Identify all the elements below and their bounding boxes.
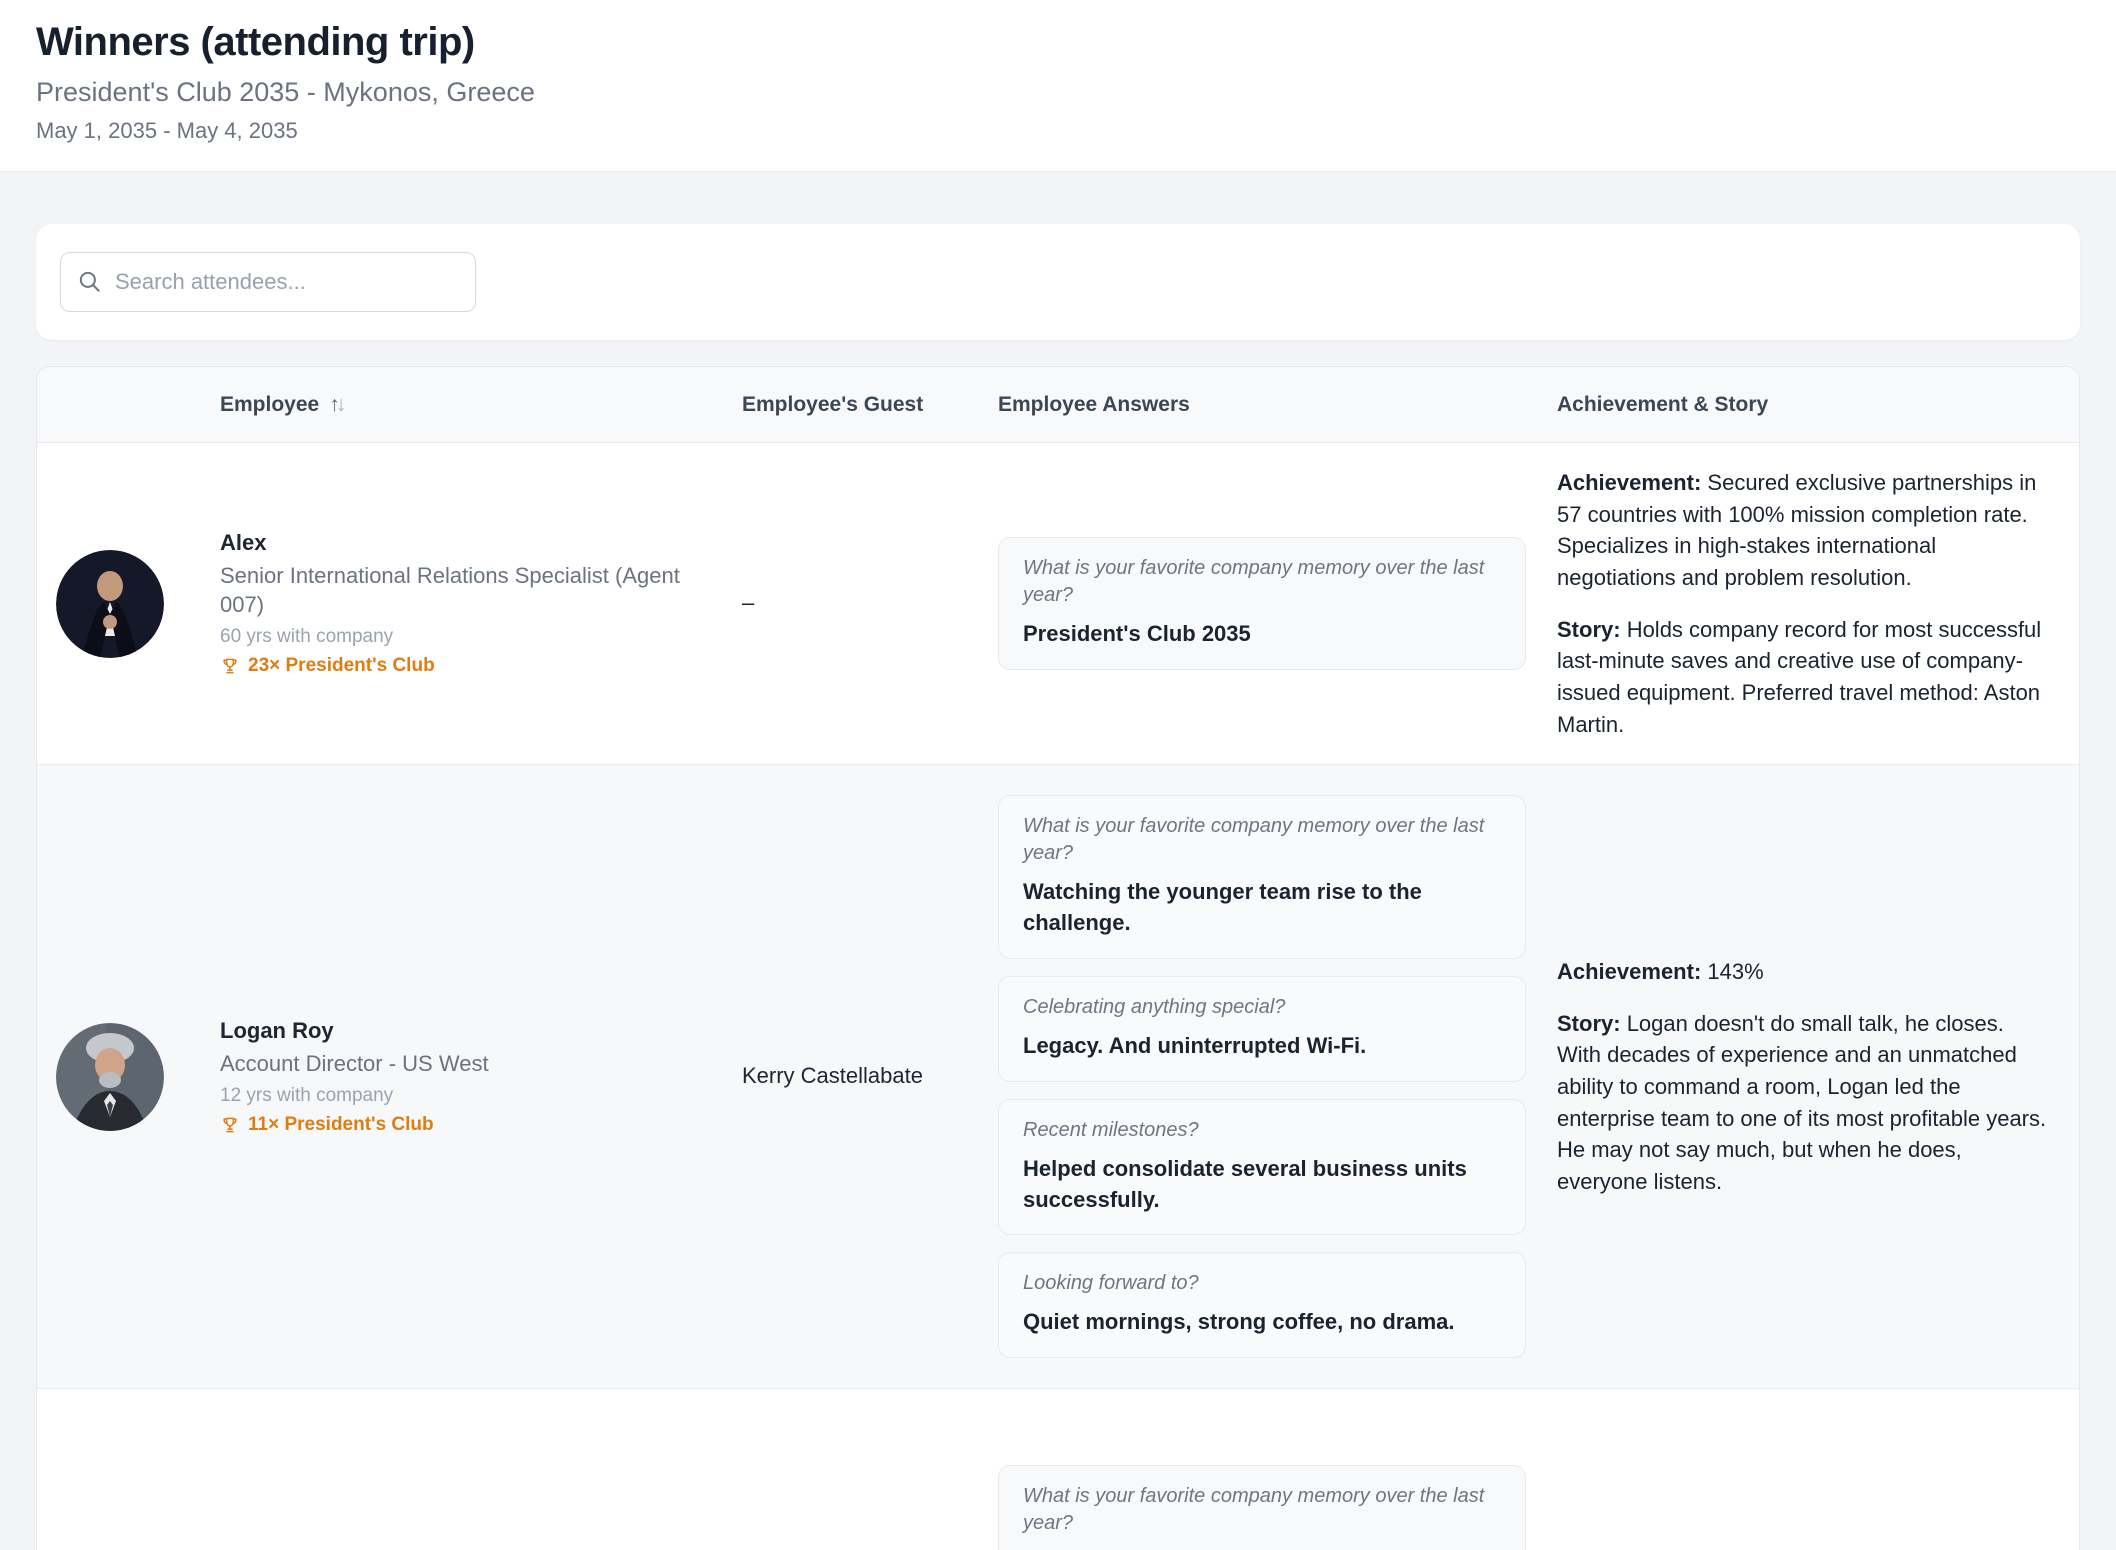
employee-tenure: 12 yrs with company [220, 1084, 394, 1106]
gray-haired-executive-portrait-icon [56, 1022, 164, 1131]
achievement-paragraph: Achievement: 143% [1557, 958, 1764, 984]
answer-card: What is your favorite company memory ove… [998, 1464, 1526, 1550]
trophy-icon [223, 658, 237, 674]
question-text: Recent milestones? [1023, 1118, 1199, 1141]
employee-name: Logan Roy [220, 1017, 334, 1043]
avatar [37, 1022, 164, 1131]
answer-text: President's Club 2035 [1023, 621, 1251, 647]
search-card [36, 224, 2080, 340]
employee-answers: What is your favorite company memory ove… [998, 1435, 1557, 1550]
answer-text: Legacy. And uninterrupted Wi-Fi. [1023, 1032, 1367, 1058]
table-row: Jon Snow Account Director - Northern Lan… [37, 1389, 2079, 1550]
employee-info: Alex Senior International Relations Spec… [220, 530, 742, 677]
column-header-achievement: Achievement & Story [1557, 392, 1769, 416]
guest-name: Kerry Castellabate [742, 1063, 923, 1089]
event-subtitle: President's Club 2035 - Mykonos, Greece [36, 77, 535, 107]
question-text: What is your favorite company memory ove… [1023, 815, 1485, 865]
search-box[interactable] [60, 252, 476, 312]
search-input[interactable] [115, 269, 459, 295]
tuxedo-agent-portrait-icon [56, 549, 164, 658]
guest-name: – [742, 590, 755, 616]
event-date-range: May 1, 2035 - May 4, 2035 [36, 118, 298, 143]
page-title: Winners (attending trip) [36, 20, 475, 64]
question-text: What is your favorite company memory ove… [1023, 557, 1485, 607]
achievement-paragraph: Achievement: Secured exclusive partnersh… [1557, 470, 2037, 591]
table-row: Logan Roy Account Director - US West 12 … [37, 765, 2079, 1390]
employee-answers: What is your favorite company memory ove… [998, 765, 1557, 1388]
answer-text: Quiet mornings, strong coffee, no drama. [1023, 1309, 1455, 1335]
story-paragraph: Story: Logan doesn't do small talk, he c… [1557, 1010, 2047, 1194]
employee-title: Account Director - US West [220, 1050, 489, 1076]
answer-text: Watching the younger team rise to the ch… [1023, 879, 1422, 936]
presidents-club-badge: 23× President's Club [220, 655, 698, 677]
column-header-answers: Employee Answers [998, 392, 1190, 416]
employee-tenure: 60 yrs with company [220, 626, 394, 648]
employee-answers: What is your favorite company memory ove… [998, 507, 1557, 700]
achievement-story: Achievement: 143% Story: Logan doesn't d… [1557, 932, 2079, 1222]
answer-card: What is your favorite company memory ove… [998, 795, 1526, 959]
employee-info: Logan Roy Account Director - US West 12 … [220, 1018, 742, 1136]
answer-card: What is your favorite company memory ove… [998, 537, 1526, 671]
presidents-club-badge: 11× President's Club [220, 1114, 698, 1136]
answer-card: Celebrating anything special? Legacy. An… [998, 975, 1526, 1082]
magnifier-icon [79, 271, 100, 292]
page-header: Winners (attending trip) President's Clu… [0, 0, 2116, 172]
avatar [37, 549, 164, 658]
sort-icon[interactable]: ↑↓ [329, 392, 347, 416]
table-row: Alex Senior International Relations Spec… [37, 443, 2079, 766]
column-header-employee[interactable]: Employee ↑↓ [220, 392, 347, 416]
story-paragraph: Story: Holds company record for most suc… [1557, 616, 2042, 737]
employee-name: Alex [220, 530, 267, 556]
answer-card: Recent milestones? Helped consolidate se… [998, 1098, 1526, 1236]
table-header-row: Employee ↑↓ Employee's Guest Employee An… [37, 367, 2079, 443]
answer-card: Looking forward to? Quiet mornings, stro… [998, 1252, 1526, 1359]
employee-title: Senior International Relations Specialis… [220, 563, 680, 618]
column-header-guest: Employee's Guest [742, 392, 924, 416]
answer-text: Helped consolidate several business unit… [1023, 1155, 1467, 1212]
answer-text: Wrangling chaos and still hitting our Q1… [1023, 1547, 1501, 1550]
question-text: Looking forward to? [1023, 1272, 1199, 1295]
question-text: Celebrating anything special? [1023, 995, 1286, 1018]
question-text: What is your favorite company memory ove… [1023, 1484, 1485, 1534]
achievement-story: Achievement: Secured exclusive partnersh… [1557, 443, 2079, 764]
attendees-table: Employee ↑↓ Employee's Guest Employee An… [36, 366, 2080, 1550]
achievement-story: Achievement: 109.98 Story: Jon’s a quiet… [1557, 1540, 2079, 1550]
trophy-icon [223, 1117, 237, 1133]
